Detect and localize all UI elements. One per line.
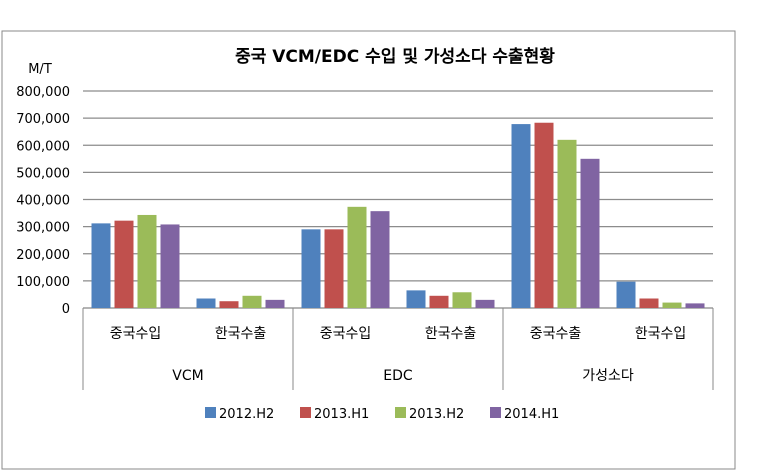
y-tick-label: 700,000	[16, 112, 70, 127]
bar	[324, 229, 344, 308]
x-tick-label: 한국수출	[425, 326, 477, 342]
y-tick-label: 500,000	[16, 166, 70, 181]
gridlines	[83, 90, 713, 309]
x-group-label: EDC	[383, 368, 413, 384]
bar	[406, 290, 426, 308]
bar	[265, 299, 285, 308]
legend-swatch	[300, 407, 311, 418]
bar	[160, 224, 180, 308]
legend-label: 2013.H1	[314, 407, 369, 422]
y-tick-label: 0	[62, 302, 70, 317]
bar	[685, 303, 705, 308]
bar	[114, 220, 134, 308]
bar	[301, 229, 321, 308]
legend: 2012.H2 2013.H1 2013.H2 2014.H1	[205, 407, 559, 422]
bar	[370, 211, 390, 308]
legend-label: 2014.H1	[504, 407, 559, 422]
x-tick-label: 중국수입	[110, 326, 162, 342]
bar	[616, 281, 636, 308]
legend-label: 2013.H2	[409, 407, 464, 422]
y-tick-label: 200,000	[16, 248, 70, 263]
bar	[137, 214, 157, 308]
x-tick-label: 중국수입	[320, 326, 372, 342]
legend-swatch	[395, 407, 406, 418]
bar	[196, 298, 216, 308]
chart-title: 중국 VCM/EDC 수입 및 가성소다 수출현황	[235, 47, 555, 67]
bar	[557, 139, 577, 308]
x-tick-label: 중국수출	[530, 326, 582, 342]
y-axis-label: M/T	[28, 62, 52, 77]
y-tick-label: 800,000	[16, 85, 70, 100]
legend-swatch	[490, 407, 501, 418]
bar	[219, 301, 239, 308]
x-tick-label: 한국수입	[635, 326, 687, 342]
y-tick-label: 600,000	[16, 139, 70, 154]
x-axis: 중국수입 한국수출 중국수입 한국수출 중국수출 한국수입 VCM EDC 가성소다	[82, 308, 714, 390]
bar	[347, 206, 367, 308]
legend-label: 2012.H2	[219, 407, 274, 422]
bars	[91, 122, 705, 308]
x-group-label: VCM	[172, 368, 203, 384]
bar	[452, 292, 472, 308]
y-tick-labels: 0 100,000 200,000 300,000 400,000 500,000 600,…	[16, 85, 70, 317]
bar	[662, 302, 682, 308]
chart-border	[1, 30, 736, 470]
y-tick-label: 300,000	[16, 221, 70, 236]
bar	[639, 298, 659, 308]
x-tick-label: 한국수출	[215, 326, 267, 342]
bar	[91, 223, 111, 308]
bar	[580, 158, 600, 308]
x-group-label: 가성소다	[582, 368, 634, 384]
bar	[429, 295, 449, 308]
legend-swatch	[205, 407, 216, 418]
y-tick-label: 400,000	[16, 194, 70, 209]
bar	[242, 295, 262, 308]
bar	[534, 122, 554, 308]
y-tick-label: 100,000	[16, 275, 70, 290]
bar	[511, 124, 531, 308]
bar	[475, 299, 495, 308]
